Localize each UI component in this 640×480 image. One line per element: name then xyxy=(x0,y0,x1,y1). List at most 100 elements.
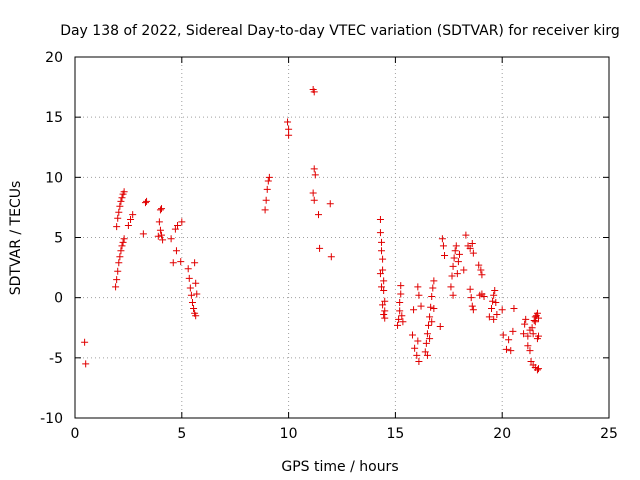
x-tick-label: 0 xyxy=(71,426,80,442)
data-point xyxy=(422,339,430,347)
data-point xyxy=(187,291,195,299)
data-point xyxy=(178,218,186,226)
data-point xyxy=(533,309,541,317)
data-point xyxy=(310,88,318,96)
data-point xyxy=(468,240,476,248)
data-point xyxy=(505,336,513,344)
data-point xyxy=(285,125,293,133)
data-point xyxy=(116,253,124,261)
data-point xyxy=(141,199,149,207)
data-point xyxy=(81,338,89,346)
data-point xyxy=(436,323,444,331)
data-point xyxy=(524,332,532,340)
data-point xyxy=(527,357,535,365)
data-point xyxy=(129,211,137,219)
data-point xyxy=(378,283,386,291)
data-point xyxy=(171,225,179,233)
data-point xyxy=(526,347,534,355)
data-point xyxy=(115,259,123,267)
data-points xyxy=(81,85,543,374)
data-point xyxy=(310,165,318,173)
data-point xyxy=(439,242,447,250)
data-point xyxy=(535,314,543,322)
data-point xyxy=(261,206,269,214)
data-point xyxy=(524,342,532,350)
data-point xyxy=(262,196,270,204)
data-point xyxy=(264,177,272,185)
plot-border xyxy=(74,56,610,419)
data-point xyxy=(428,318,436,326)
y-tick-label: 0 xyxy=(54,291,63,307)
data-point xyxy=(417,302,425,310)
data-point xyxy=(127,215,135,223)
x-tick-label: 25 xyxy=(600,426,618,442)
data-point xyxy=(380,277,388,285)
data-point xyxy=(158,205,166,213)
data-point xyxy=(120,188,128,196)
data-point xyxy=(113,223,121,231)
data-point xyxy=(462,231,470,239)
data-point xyxy=(522,315,530,323)
data-point xyxy=(155,218,163,226)
data-point xyxy=(441,252,449,260)
data-point xyxy=(428,292,436,300)
data-point xyxy=(186,284,194,292)
data-point xyxy=(414,337,422,345)
data-point xyxy=(326,200,334,208)
data-point xyxy=(490,315,498,323)
data-point xyxy=(379,266,387,274)
data-point xyxy=(118,194,126,202)
data-point xyxy=(396,298,404,306)
data-point xyxy=(531,318,539,326)
data-point xyxy=(414,283,422,291)
y-tick-label: -10 xyxy=(40,411,63,427)
data-point xyxy=(498,306,506,314)
data-point xyxy=(191,259,199,267)
data-point xyxy=(509,327,517,335)
data-point xyxy=(184,265,192,273)
data-point xyxy=(535,365,543,373)
data-point xyxy=(408,331,416,339)
data-point xyxy=(430,304,438,312)
data-point xyxy=(399,318,407,326)
data-point xyxy=(467,294,475,302)
x-tick-label: 15 xyxy=(386,426,404,442)
data-point xyxy=(395,315,403,323)
data-point xyxy=(485,313,493,321)
data-point xyxy=(315,211,323,219)
data-point xyxy=(143,197,151,205)
data-point xyxy=(394,321,402,329)
data-point xyxy=(423,351,431,359)
data-point xyxy=(169,259,177,267)
data-point xyxy=(488,304,496,312)
data-point xyxy=(185,274,193,282)
data-point xyxy=(172,247,180,255)
data-point xyxy=(284,118,292,126)
data-point xyxy=(316,244,324,252)
data-point xyxy=(466,244,474,252)
data-point xyxy=(449,291,457,299)
data-point xyxy=(450,254,458,262)
data-point xyxy=(114,267,122,275)
data-point xyxy=(415,291,423,299)
grid xyxy=(75,57,609,418)
y-tick-label: 15 xyxy=(45,110,63,126)
y-tick-label: 5 xyxy=(54,231,63,247)
data-point xyxy=(190,304,198,312)
data-point xyxy=(156,226,164,234)
data-point xyxy=(460,266,468,274)
data-point xyxy=(193,290,201,298)
data-point xyxy=(502,345,510,353)
data-point xyxy=(117,247,125,255)
data-point xyxy=(159,236,167,244)
data-point xyxy=(427,303,435,311)
data-point xyxy=(426,335,434,343)
data-point xyxy=(521,320,529,328)
data-point xyxy=(425,321,433,329)
data-point xyxy=(413,351,421,359)
data-point xyxy=(510,304,518,312)
data-point xyxy=(82,360,90,368)
data-point xyxy=(452,242,460,250)
data-point xyxy=(421,348,429,356)
